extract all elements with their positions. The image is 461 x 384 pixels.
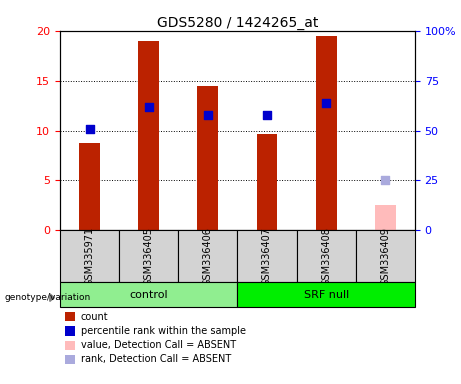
Bar (237, 282, 415, 307)
Text: genotype/variation: genotype/variation (5, 293, 91, 302)
Point (322, 99, 330, 106)
Bar (257, 134, 278, 230)
Point (382, 177, 389, 184)
Bar (60, 282, 237, 307)
Bar (296, 230, 356, 282)
Bar (178, 230, 237, 282)
Text: percentile rank within the sample: percentile rank within the sample (81, 326, 246, 336)
Bar (119, 230, 178, 282)
Text: GSM336407: GSM336407 (262, 227, 272, 286)
Text: count: count (81, 312, 108, 322)
Bar (79, 142, 100, 230)
Bar (60, 230, 119, 282)
Bar (375, 205, 396, 230)
Bar (316, 36, 337, 230)
Text: value, Detection Call = ABSENT: value, Detection Call = ABSENT (81, 340, 236, 350)
Bar (197, 86, 218, 230)
Point (86, 126, 93, 132)
Text: rank, Detection Call = ABSENT: rank, Detection Call = ABSENT (81, 354, 231, 364)
Polygon shape (50, 294, 54, 301)
Bar (356, 230, 415, 282)
Title: GDS5280 / 1424265_at: GDS5280 / 1424265_at (157, 16, 318, 30)
Point (263, 111, 271, 118)
Text: GSM335971: GSM335971 (84, 227, 95, 286)
Text: GSM336409: GSM336409 (380, 227, 390, 286)
Text: GSM336408: GSM336408 (321, 227, 331, 286)
Point (145, 104, 152, 110)
Text: SRF null: SRF null (303, 290, 349, 300)
Bar (237, 230, 296, 282)
Text: GSM336406: GSM336406 (203, 227, 213, 286)
Point (204, 111, 212, 118)
Bar (138, 41, 159, 230)
Text: control: control (130, 290, 168, 300)
Text: GSM336405: GSM336405 (144, 227, 154, 286)
